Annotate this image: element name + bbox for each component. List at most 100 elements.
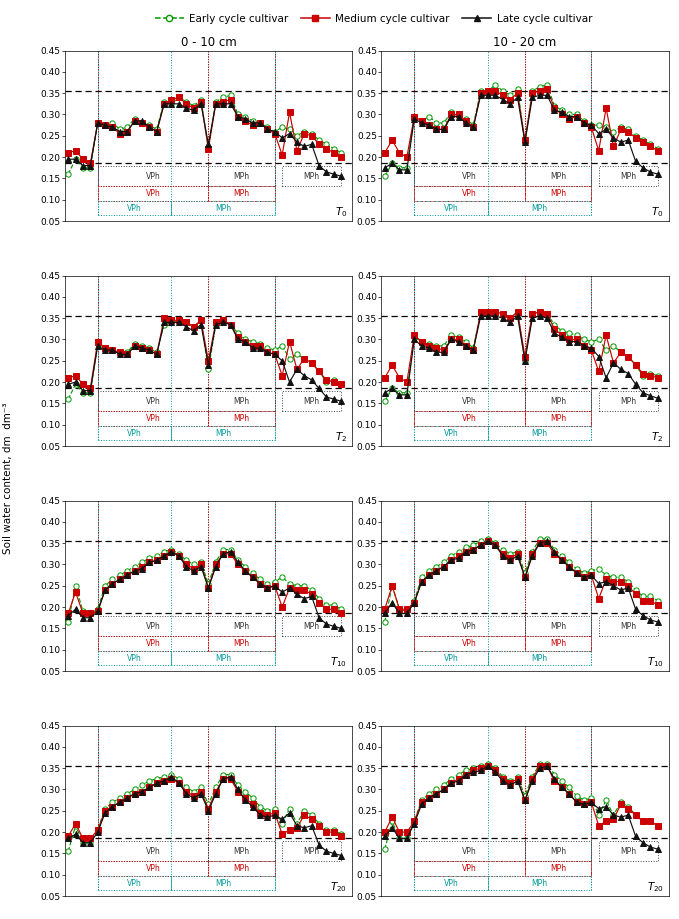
Bar — [98, 391, 208, 411]
Text: $T_{10}$: $T_{10}$ — [646, 655, 663, 669]
Text: VPh: VPh — [127, 879, 142, 888]
Text: MPh: MPh — [620, 846, 636, 856]
Bar — [98, 876, 172, 891]
Bar — [208, 842, 275, 861]
Bar — [282, 842, 342, 861]
Text: VPh: VPh — [146, 639, 160, 648]
Text: VPh: VPh — [462, 639, 477, 648]
Bar — [414, 617, 525, 636]
Bar — [599, 617, 658, 636]
Text: MPh: MPh — [234, 172, 250, 180]
Bar — [414, 636, 525, 651]
Text: MPh: MPh — [532, 203, 548, 212]
Text: MPh: MPh — [215, 428, 232, 437]
Text: MPh: MPh — [620, 397, 636, 405]
Bar — [98, 842, 208, 861]
Text: VPh: VPh — [127, 203, 142, 212]
Text: VPh: VPh — [146, 414, 160, 423]
Bar — [525, 617, 591, 636]
Text: $T_{0}$: $T_{0}$ — [335, 205, 347, 219]
Text: MPh: MPh — [532, 879, 548, 888]
Bar — [414, 200, 488, 215]
Bar — [98, 651, 172, 665]
Text: VPh: VPh — [146, 621, 160, 630]
Bar — [282, 166, 342, 186]
Bar — [414, 411, 525, 425]
Text: VPh: VPh — [444, 428, 458, 437]
Bar — [414, 425, 488, 440]
Text: VPh: VPh — [462, 397, 477, 405]
Text: $T_{0}$: $T_{0}$ — [651, 205, 663, 219]
Bar — [414, 651, 488, 665]
Text: MPh: MPh — [620, 621, 636, 630]
Text: MPh: MPh — [215, 653, 232, 663]
Text: VPh: VPh — [127, 653, 142, 663]
Text: MPh: MPh — [304, 397, 320, 405]
Bar — [208, 186, 275, 200]
Text: MPh: MPh — [532, 653, 548, 663]
Bar — [172, 425, 275, 440]
Bar — [525, 186, 591, 200]
Bar — [599, 842, 658, 861]
Text: MPh: MPh — [550, 846, 566, 856]
Bar — [98, 166, 208, 186]
Text: VPh: VPh — [146, 864, 160, 873]
Title: 10 - 20 cm: 10 - 20 cm — [494, 37, 557, 50]
Text: MPh: MPh — [215, 203, 232, 212]
Bar — [525, 391, 591, 411]
Bar — [98, 200, 172, 215]
Legend: Early cycle cultivar, Medium cycle cultivar, Late cycle cultivar: Early cycle cultivar, Medium cycle culti… — [151, 10, 596, 28]
Bar — [172, 876, 275, 891]
Bar — [414, 876, 488, 891]
Text: MPh: MPh — [550, 188, 566, 198]
Bar — [414, 186, 525, 200]
Text: $T_{2}$: $T_{2}$ — [651, 430, 663, 444]
Text: $T_{10}$: $T_{10}$ — [330, 655, 347, 669]
Bar — [172, 200, 275, 215]
Bar — [208, 636, 275, 651]
Bar — [414, 391, 525, 411]
Bar — [172, 651, 275, 665]
Text: VPh: VPh — [146, 846, 160, 856]
Text: MPh: MPh — [234, 397, 250, 405]
Text: MPh: MPh — [234, 639, 250, 648]
Text: Soil water content, dm  dm⁻³: Soil water content, dm dm⁻³ — [3, 403, 13, 553]
Text: VPh: VPh — [462, 188, 477, 198]
Text: VPh: VPh — [462, 846, 477, 856]
Bar — [282, 617, 342, 636]
Text: $T_{2}$: $T_{2}$ — [335, 430, 347, 444]
Bar — [208, 411, 275, 425]
Text: MPh: MPh — [304, 846, 320, 856]
Bar — [488, 425, 591, 440]
Text: MPh: MPh — [550, 397, 566, 405]
Bar — [208, 391, 275, 411]
Bar — [414, 166, 525, 186]
Bar — [599, 391, 658, 411]
Text: VPh: VPh — [127, 428, 142, 437]
Text: VPh: VPh — [462, 172, 477, 180]
Text: MPh: MPh — [304, 172, 320, 180]
Bar — [525, 166, 591, 186]
Text: MPh: MPh — [234, 188, 250, 198]
Bar — [488, 651, 591, 665]
Text: MPh: MPh — [532, 428, 548, 437]
Text: VPh: VPh — [146, 188, 160, 198]
Bar — [414, 861, 525, 876]
Text: MPh: MPh — [215, 879, 232, 888]
Text: VPh: VPh — [444, 879, 458, 888]
Bar — [98, 425, 172, 440]
Text: MPh: MPh — [304, 621, 320, 630]
Bar — [208, 617, 275, 636]
Bar — [414, 842, 525, 861]
Text: MPh: MPh — [234, 846, 250, 856]
Bar — [599, 166, 658, 186]
Text: VPh: VPh — [444, 203, 458, 212]
Text: MPh: MPh — [234, 414, 250, 423]
Text: VPh: VPh — [146, 397, 160, 405]
Title: 0 - 10 cm: 0 - 10 cm — [181, 37, 236, 50]
Text: MPh: MPh — [234, 864, 250, 873]
Text: $T_{20}$: $T_{20}$ — [330, 880, 347, 894]
Text: MPh: MPh — [550, 639, 566, 648]
Text: MPh: MPh — [550, 172, 566, 180]
Text: VPh: VPh — [462, 621, 477, 630]
